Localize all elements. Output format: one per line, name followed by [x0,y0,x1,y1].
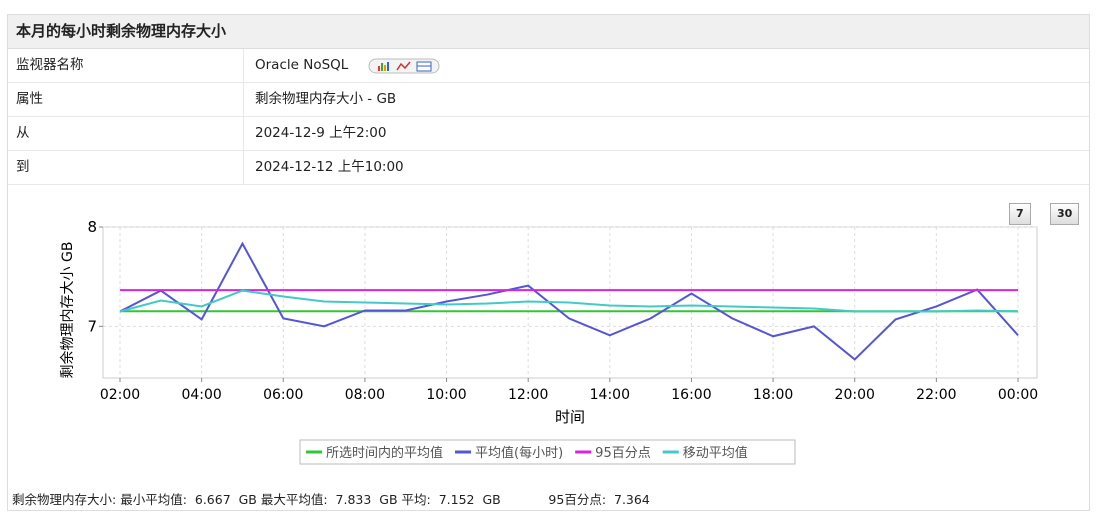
summary-unit: GB [379,492,398,507]
x-tick-label: 04:00 [181,387,221,403]
x-tick-label: 06:00 [263,387,303,403]
x-tick-label: 18:00 [753,387,793,403]
row-label: 监视器名称 [16,57,84,73]
row: 属性 剩余物理内存大小 - GB [8,83,1089,117]
row-value: 剩余物理内存大小 - GB [255,91,397,107]
row-label: 属性 [16,91,43,107]
row-label: 从 [16,125,30,141]
row: 从 2024-12-9 上午2:00 [8,117,1089,151]
row-value: 2024-12-9 上午2:00 [255,125,387,141]
view-icons[interactable] [368,58,440,74]
summary-value: 6.667 [194,492,231,507]
range-button[interactable]: 30 [1050,203,1080,225]
legend-label: 所选时间内的平均值 [326,445,443,461]
x-tick-label: 02:00 [100,387,140,403]
x-tick-label: 12:00 [508,387,548,403]
row: 监视器名称 Oracle NoSQL [8,49,1089,83]
row-value: Oracle NoSQL [255,57,349,73]
summary-text: 平均: [401,492,431,507]
summary: 剩余物理内存大小: 最小平均值: 6.667 GB 最大平均值: 7.833 G… [12,489,650,508]
summary-text: 最小平均值: [120,492,187,507]
x-tick-label: 14:00 [590,387,630,403]
legend [299,439,796,465]
x-tick-label: 00:00 [998,387,1038,403]
series-line [119,241,1019,361]
summary-unit: GB [238,492,257,507]
x-tick-label: 20:00 [835,387,875,403]
x-axis-title: 时间 [555,408,585,426]
y-tick-label: 7 [87,317,97,335]
row-label: 到 [16,159,30,175]
x-tick-label: 22:00 [916,387,956,403]
legend-label: 平均值(每小时) [475,445,563,461]
range-button[interactable]: 7 [1009,203,1031,225]
panel: 本月的每小时剩余物理内存大小 监视器名称 Oracle NoSQL 属性 剩余物理内… [7,14,1090,511]
x-tick-label: 10:00 [426,387,466,403]
x-tick-label: 08:00 [345,387,385,403]
summary-value: 7.833 [335,492,372,507]
series-line [119,289,1019,313]
summary-text: 最大平均值: [260,492,328,507]
x-tick-label: 16:00 [671,387,711,403]
row: 到 2024-12-12 上午10:00 [8,151,1089,185]
y-tick-label: 8 [87,218,97,236]
summary-value: 7.152 [438,492,475,507]
legend-label: 95百分点 [595,446,651,461]
summary-text: 95百分点: [548,492,607,507]
summary-text: 剩余物理内存大小: [12,492,117,507]
legend-label: 移动平均值 [683,445,748,461]
chart: 剩余物理内存大小 GB 时间 7 8 02:00 04:00 06:00 08:00 10:… [59,218,1038,465]
summary-value: 7.364 [614,492,650,507]
y-axis-title: 剩余物理内存大小 GB [59,242,76,379]
panel-title: 本月的每小时剩余物理内存大小 [8,15,1089,49]
row-value: 2024-12-12 上午10:00 [255,159,404,175]
summary-unit: GB [482,492,501,507]
